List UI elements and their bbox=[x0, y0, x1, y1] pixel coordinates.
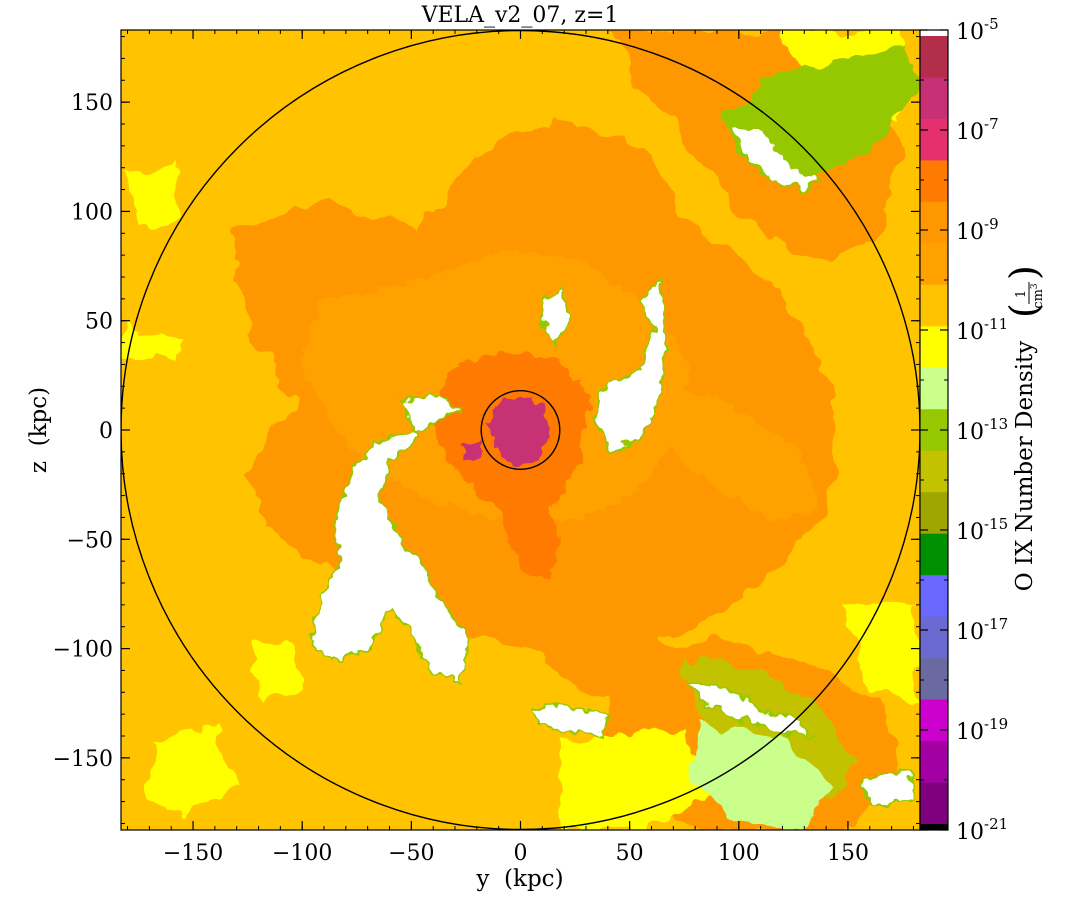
y-tick-label: −100 bbox=[53, 638, 113, 663]
x-tick-label: −50 bbox=[388, 841, 434, 866]
colorbar-tick-label: 10-15 bbox=[956, 515, 1008, 545]
colorbar-close-paren: ) bbox=[1002, 265, 1046, 280]
density-map bbox=[121, 30, 920, 830]
colorbar-tick-label: 10-17 bbox=[956, 615, 1008, 645]
colorbar-band bbox=[920, 617, 948, 659]
colorbar-tick-label: 10-21 bbox=[956, 815, 1008, 845]
x-tick-label: 100 bbox=[718, 841, 760, 866]
y-tick-label: 150 bbox=[71, 91, 113, 116]
colorbar-band bbox=[920, 36, 948, 78]
colorbar-band bbox=[920, 119, 948, 161]
colorbar-band bbox=[920, 160, 948, 202]
chart-title: VELA_v2_07, z=1 bbox=[421, 3, 619, 28]
colorbar-tick-label: 10-5 bbox=[956, 15, 999, 45]
colorbar-band bbox=[920, 202, 948, 244]
colorbar-band bbox=[920, 492, 948, 534]
colorbar-band bbox=[920, 575, 948, 617]
x-axis-label: y (kpc) bbox=[475, 866, 563, 892]
x-tick-label: 50 bbox=[616, 841, 644, 866]
colorbar-tick-label: 10-19 bbox=[956, 715, 1008, 745]
y-tick-label: 0 bbox=[99, 419, 113, 444]
colorbar-band bbox=[920, 285, 948, 327]
colorbar-band bbox=[920, 77, 948, 119]
colorbar-tick-label: 10-7 bbox=[956, 115, 999, 145]
colorbar-band bbox=[920, 326, 948, 368]
x-tick-label: 150 bbox=[827, 841, 869, 866]
colorbar-band bbox=[920, 534, 948, 576]
colorbar-band bbox=[920, 741, 948, 783]
colorbar-tick-label: 10-13 bbox=[956, 415, 1008, 445]
colorbar-label-group: O IX Number Density ( 1 cm3 ) bbox=[1002, 265, 1046, 591]
colorbar-band bbox=[920, 243, 948, 285]
x-tick-label: −100 bbox=[272, 841, 332, 866]
y-tick-label: −150 bbox=[53, 747, 113, 772]
colorbar-band bbox=[920, 368, 948, 410]
colorbar-unit-numerator: 1 bbox=[1014, 290, 1029, 298]
colorbar-tick-label: 10-9 bbox=[956, 215, 999, 245]
colorbar-label: O IX Number Density bbox=[1012, 341, 1038, 592]
y-tick-label: 50 bbox=[85, 310, 113, 335]
y-tick-label: −50 bbox=[67, 528, 113, 553]
colorbar-band bbox=[920, 658, 948, 700]
x-tick-label: −150 bbox=[163, 841, 223, 866]
colorbar-band bbox=[920, 30, 948, 37]
colorbar-unit-denominator: cm3 bbox=[1030, 283, 1046, 309]
colorbar-band bbox=[920, 451, 948, 493]
colorbar-band bbox=[920, 700, 948, 742]
colorbar-tick-label: 10-11 bbox=[956, 315, 1008, 345]
y-axis-label: z (kpc) bbox=[26, 387, 52, 473]
x-tick-label: 0 bbox=[514, 841, 528, 866]
colorbar-band bbox=[920, 783, 948, 825]
y-tick-label: 100 bbox=[71, 200, 113, 225]
